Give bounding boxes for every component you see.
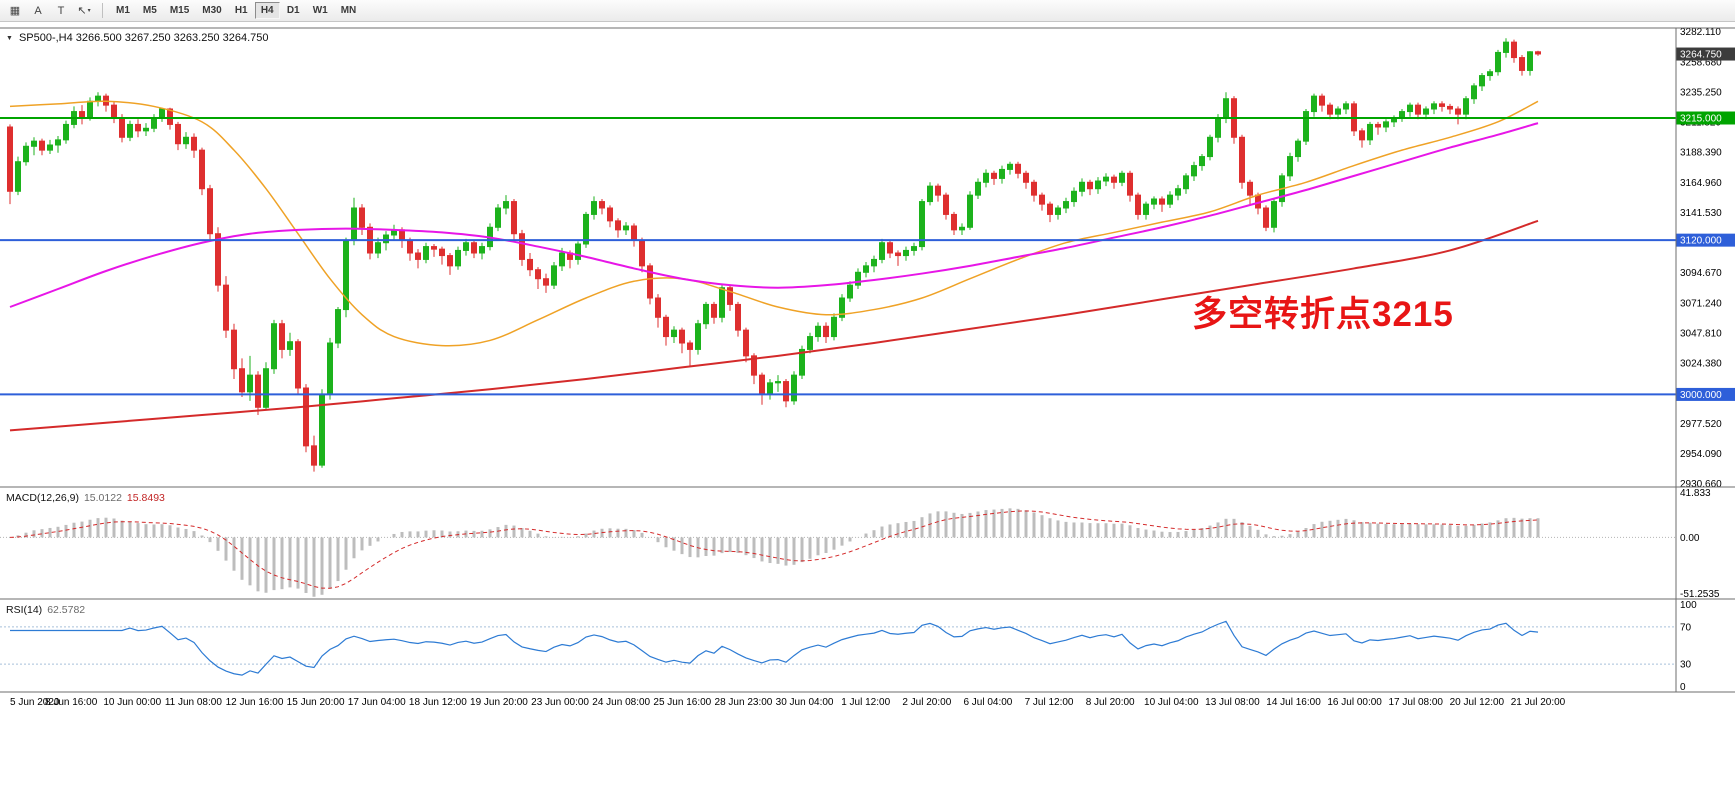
svg-text:3120.000: 3120.000 [1680, 236, 1722, 247]
chevron-down-icon: ▾ [87, 8, 91, 14]
svg-text:3164.960: 3164.960 [1680, 178, 1722, 189]
svg-text:17 Jun 04:00: 17 Jun 04:00 [348, 697, 406, 708]
svg-text:19 Jun 20:00: 19 Jun 20:00 [470, 697, 528, 708]
type-tool-button[interactable]: T [57, 4, 65, 17]
svg-text:21 Jul 20:00: 21 Jul 20:00 [1511, 697, 1566, 708]
timeframe-m30-button[interactable]: M30 [202, 5, 222, 16]
svg-text:3235.250: 3235.250 [1680, 87, 1722, 98]
svg-text:2 Jul 20:00: 2 Jul 20:00 [902, 697, 951, 708]
macd-signal-value: 15.8493 [126, 492, 165, 504]
svg-text:2977.520: 2977.520 [1680, 419, 1722, 430]
candles-layer [7, 38, 1541, 472]
svg-text:1 Jul 12:00: 1 Jul 12:00 [841, 697, 890, 708]
timeframe-d1-button[interactable]: D1 [286, 5, 300, 16]
svg-text:10 Jul 04:00: 10 Jul 04:00 [1144, 697, 1199, 708]
svg-text:24 Jun 08:00: 24 Jun 08:00 [592, 697, 650, 708]
svg-text:20 Jul 12:00: 20 Jul 12:00 [1450, 697, 1505, 708]
toolbar: ▦ A T ↖ ▾ M1 M5 M15 M30 H1 H4 D1 W1 MN [0, 0, 1735, 22]
charts-grid-icon[interactable]: ▦ [9, 5, 21, 17]
text-tool-button[interactable]: A [34, 4, 42, 17]
svg-text:100: 100 [1680, 600, 1697, 611]
svg-text:2954.090: 2954.090 [1680, 449, 1722, 460]
price-axis: 3282.1103258.6803235.2503211.8203188.390… [1676, 27, 1735, 490]
toolbar-separator [102, 3, 103, 18]
timeframe-h1-button[interactable]: H1 [234, 5, 248, 16]
timeframe-w1-button[interactable]: W1 [312, 5, 328, 16]
rsi-panel: 100 70 30 0 [0, 600, 1697, 693]
tool-group: ▦ A T ↖ ▾ [4, 2, 95, 20]
svg-text:70: 70 [1680, 622, 1692, 633]
rsi-value: 62.5782 [47, 604, 86, 616]
svg-text:8 Jun 16:00: 8 Jun 16:00 [45, 697, 98, 708]
macd-indicator-label: MACD(12,26,9) 15.0122 15.8493 [6, 492, 165, 504]
macd-panel: 41.833 0.00 -51.2535 [0, 488, 1720, 600]
panel-borders [0, 27, 1735, 693]
svg-text:13 Jul 08:00: 13 Jul 08:00 [1205, 697, 1260, 708]
svg-text:3258.680: 3258.680 [1680, 57, 1722, 68]
svg-text:3094.670: 3094.670 [1680, 268, 1722, 279]
svg-text:7 Jul 12:00: 7 Jul 12:00 [1025, 697, 1074, 708]
svg-text:3215.000: 3215.000 [1680, 114, 1722, 125]
ma-slow-red [9, 219, 1539, 432]
svg-text:3264.750: 3264.750 [1680, 50, 1722, 61]
svg-text:3000.000: 3000.000 [1680, 390, 1722, 401]
svg-text:2930.660: 2930.660 [1680, 479, 1722, 490]
svg-text:0: 0 [1680, 682, 1686, 693]
rsi-indicator-label: RSI(14) 62.5782 [6, 604, 85, 616]
symbol-ohlc-header: ▼ SP500-,H4 3266.500 3267.250 3263.250 3… [6, 32, 269, 44]
svg-text:12 Jun 16:00: 12 Jun 16:00 [226, 697, 284, 708]
svg-text:3188.390: 3188.390 [1680, 148, 1722, 159]
svg-text:3024.380: 3024.380 [1680, 359, 1722, 370]
annotation-text: 多空转折点3215 [1192, 295, 1454, 334]
svg-text:23 Jun 00:00: 23 Jun 00:00 [531, 697, 589, 708]
rsi-params: RSI(14) [6, 604, 43, 616]
svg-text:3071.240: 3071.240 [1680, 298, 1722, 309]
timeframe-m15-button[interactable]: M15 [169, 5, 190, 16]
collapse-triangle-icon[interactable]: ▼ [6, 34, 13, 42]
svg-text:14 Jul 16:00: 14 Jul 16:00 [1266, 697, 1321, 708]
macd-params: MACD(12,26,9) [6, 492, 79, 504]
timeframe-group: M1 M5 M15 M30 H1 H4 D1 W1 MN [110, 2, 362, 19]
svg-text:16 Jul 00:00: 16 Jul 00:00 [1327, 697, 1382, 708]
ma-mid-magenta [9, 122, 1539, 308]
svg-text:5 Jun 2020: 5 Jun 2020 [10, 697, 60, 708]
timeframe-m1-button[interactable]: M1 [116, 5, 130, 16]
timeframe-h4-button[interactable]: H4 [254, 2, 280, 19]
chart-area[interactable]: 3282.1103258.6803235.2503211.8203188.390… [0, 22, 1735, 790]
macd-main-value: 15.0122 [83, 492, 122, 504]
ma-fast-orange [9, 100, 1539, 347]
svg-text:6 Jul 04:00: 6 Jul 04:00 [963, 697, 1012, 708]
svg-text:0.00: 0.00 [1680, 533, 1700, 544]
svg-text:-51.2535: -51.2535 [1680, 589, 1720, 600]
timeframe-m5-button[interactable]: M5 [142, 5, 157, 16]
svg-text:10 Jun 00:00: 10 Jun 00:00 [103, 697, 161, 708]
cursor-tool-button[interactable]: ↖ ▾ [77, 5, 91, 17]
svg-text:25 Jun 16:00: 25 Jun 16:00 [653, 697, 711, 708]
svg-text:15 Jun 20:00: 15 Jun 20:00 [287, 697, 345, 708]
timeframe-mn-button[interactable]: MN [340, 5, 357, 16]
svg-text:11 Jun 08:00: 11 Jun 08:00 [165, 697, 223, 708]
svg-text:17 Jul 08:00: 17 Jul 08:00 [1389, 697, 1444, 708]
svg-text:3047.810: 3047.810 [1680, 328, 1722, 339]
svg-text:28 Jun 23:00: 28 Jun 23:00 [715, 697, 773, 708]
moving-averages-layer [9, 100, 1539, 432]
svg-text:8 Jul 20:00: 8 Jul 20:00 [1086, 697, 1135, 708]
chart-canvas: 3282.1103258.6803235.2503211.8203188.390… [0, 27, 1735, 708]
svg-text:18 Jun 12:00: 18 Jun 12:00 [409, 697, 467, 708]
svg-text:3141.530: 3141.530 [1680, 208, 1722, 219]
svg-text:3282.110: 3282.110 [1680, 27, 1721, 38]
horizontal-lines-layer [0, 117, 1676, 396]
svg-text:30 Jun 04:00: 30 Jun 04:00 [776, 697, 834, 708]
svg-text:41.833: 41.833 [1680, 488, 1711, 499]
symbol-ohlc-text: SP500-,H4 3266.500 3267.250 3263.250 326… [18, 32, 269, 44]
svg-text:30: 30 [1680, 660, 1692, 671]
